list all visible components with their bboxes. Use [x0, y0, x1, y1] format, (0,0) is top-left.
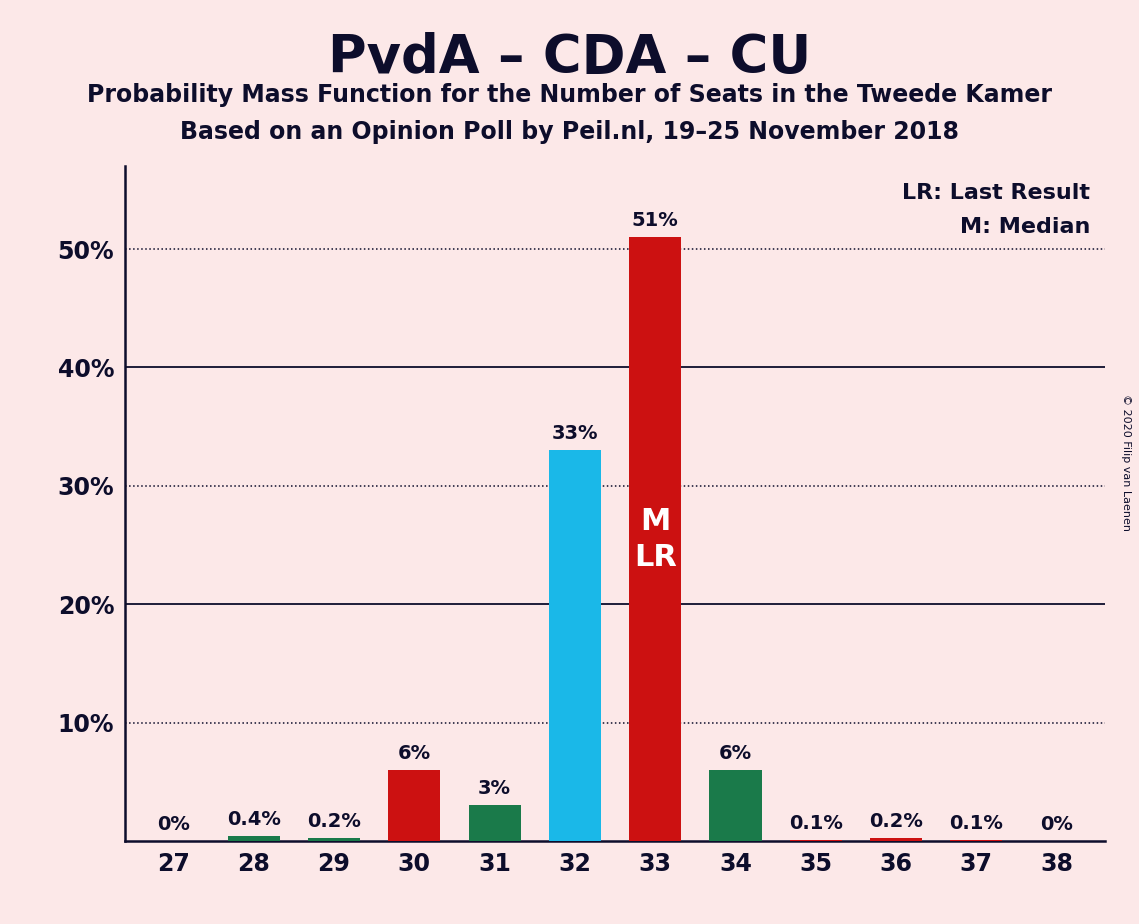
Text: 6%: 6% [398, 744, 431, 762]
Bar [308, 838, 360, 841]
Text: 0.1%: 0.1% [789, 813, 843, 833]
Text: 0.1%: 0.1% [950, 813, 1003, 833]
Bar [950, 840, 1002, 841]
Text: 3%: 3% [478, 779, 511, 798]
Text: M
LR: M LR [633, 506, 677, 572]
Text: Probability Mass Function for the Number of Seats in the Tweede Kamer: Probability Mass Function for the Number… [87, 83, 1052, 107]
Text: LR: Last Result: LR: Last Result [902, 183, 1090, 203]
Text: 0%: 0% [1040, 815, 1073, 833]
Bar [228, 836, 280, 841]
Bar [710, 770, 762, 841]
Text: M: Median: M: Median [960, 217, 1090, 237]
Text: 0%: 0% [157, 815, 190, 833]
Text: 51%: 51% [632, 212, 679, 230]
Bar [388, 770, 441, 841]
Bar [549, 450, 601, 841]
Text: 6%: 6% [719, 744, 752, 762]
Text: © 2020 Filip van Laenen: © 2020 Filip van Laenen [1121, 394, 1131, 530]
Bar [870, 838, 923, 841]
Text: PvdA – CDA – CU: PvdA – CDA – CU [328, 32, 811, 84]
Text: 33%: 33% [551, 424, 598, 444]
Text: 0.2%: 0.2% [308, 812, 361, 832]
Bar [468, 806, 521, 841]
Text: 0.2%: 0.2% [869, 812, 923, 832]
Bar [789, 840, 842, 841]
Text: Based on an Opinion Poll by Peil.nl, 19–25 November 2018: Based on an Opinion Poll by Peil.nl, 19–… [180, 120, 959, 144]
Text: 0.4%: 0.4% [227, 810, 280, 829]
Bar [629, 237, 681, 841]
